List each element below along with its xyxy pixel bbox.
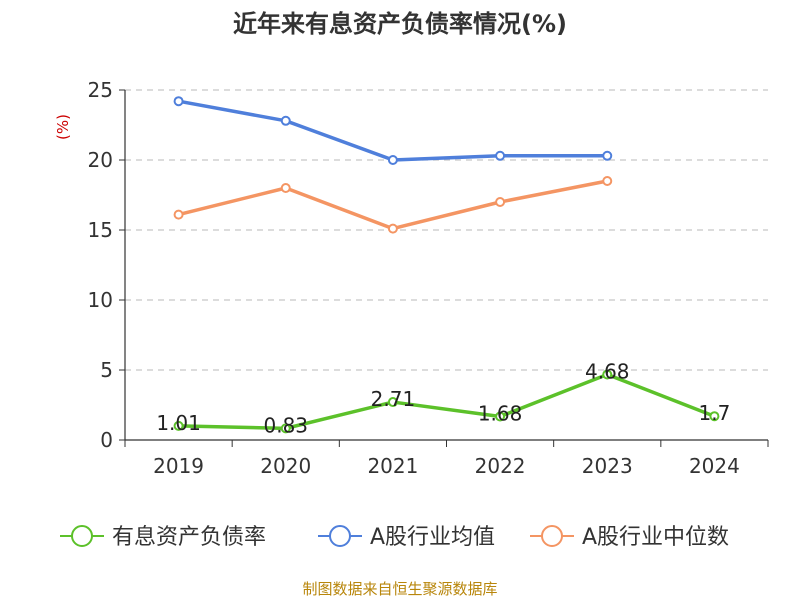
legend-marker bbox=[541, 525, 563, 547]
legend-item: A股行业均值 bbox=[318, 525, 495, 550]
data-labels: 1.01 0.83 2.71 1.68 4.68 1.7 bbox=[156, 359, 730, 437]
data-point bbox=[387, 223, 398, 234]
data-label: 4.68 bbox=[585, 359, 630, 383]
x-tick-label: 2021 bbox=[367, 454, 418, 478]
legend-item: A股行业中位数 bbox=[530, 525, 729, 550]
data-point bbox=[495, 197, 506, 207]
y-tick-label: 10 bbox=[88, 288, 113, 312]
legend-label: A股行业均值 bbox=[370, 525, 495, 550]
legend: 有息资产负债率 A股行业均值 A股行业中位数 bbox=[60, 525, 729, 550]
data-label: 0.83 bbox=[263, 413, 308, 437]
data-point bbox=[387, 397, 398, 408]
x-tick-label: 2020 bbox=[260, 454, 311, 478]
y-tick-label: 15 bbox=[88, 218, 113, 242]
x-tick-label: 2019 bbox=[153, 454, 204, 478]
series-line bbox=[176, 99, 609, 162]
x-tick-label: 2022 bbox=[475, 454, 526, 478]
x-tick-label: 2024 bbox=[689, 454, 740, 478]
data-point bbox=[173, 420, 184, 431]
y-tick-label: 5 bbox=[100, 358, 113, 382]
data-label: 1.01 bbox=[156, 411, 201, 435]
data-point bbox=[280, 423, 291, 434]
legend-item: 有息资产负债率 bbox=[60, 525, 266, 550]
data-point bbox=[495, 411, 506, 422]
data-point bbox=[173, 209, 184, 220]
data-point bbox=[709, 411, 720, 422]
legend-label: 有息资产负债率 bbox=[112, 525, 266, 550]
y-tick-label: 25 bbox=[88, 78, 113, 102]
chart-title: 近年来有息资产负债率情况(%) bbox=[233, 10, 567, 38]
source-note: 制图数据来自恒生聚源数据库 bbox=[302, 580, 497, 598]
series-line bbox=[176, 179, 609, 231]
data-point bbox=[387, 155, 398, 165]
data-label: 1.68 bbox=[478, 401, 523, 425]
data-label: 1.7 bbox=[699, 401, 731, 425]
legend-marker bbox=[329, 525, 351, 547]
data-point bbox=[495, 150, 506, 161]
y-axis-unit: (%) bbox=[54, 114, 72, 140]
y-axis-ticks: 0 5 10 15 20 25 bbox=[88, 78, 113, 452]
gridlines bbox=[125, 89, 768, 371]
axes bbox=[119, 89, 769, 447]
legend-marker bbox=[71, 525, 93, 547]
data-point bbox=[602, 176, 613, 186]
y-tick-label: 0 bbox=[100, 428, 113, 452]
data-point bbox=[602, 150, 613, 161]
data-point bbox=[280, 115, 291, 126]
series-lines bbox=[173, 96, 720, 434]
x-tick-label: 2023 bbox=[582, 454, 633, 478]
legend-label: A股行业中位数 bbox=[582, 525, 729, 550]
data-point bbox=[280, 183, 291, 193]
data-label: 2.71 bbox=[371, 387, 416, 411]
data-point bbox=[602, 369, 613, 380]
y-tick-label: 20 bbox=[88, 148, 113, 172]
series-line bbox=[176, 372, 717, 431]
x-axis-ticks: 2019 2020 2021 2022 2023 2024 bbox=[153, 454, 740, 478]
data-point bbox=[173, 96, 184, 107]
